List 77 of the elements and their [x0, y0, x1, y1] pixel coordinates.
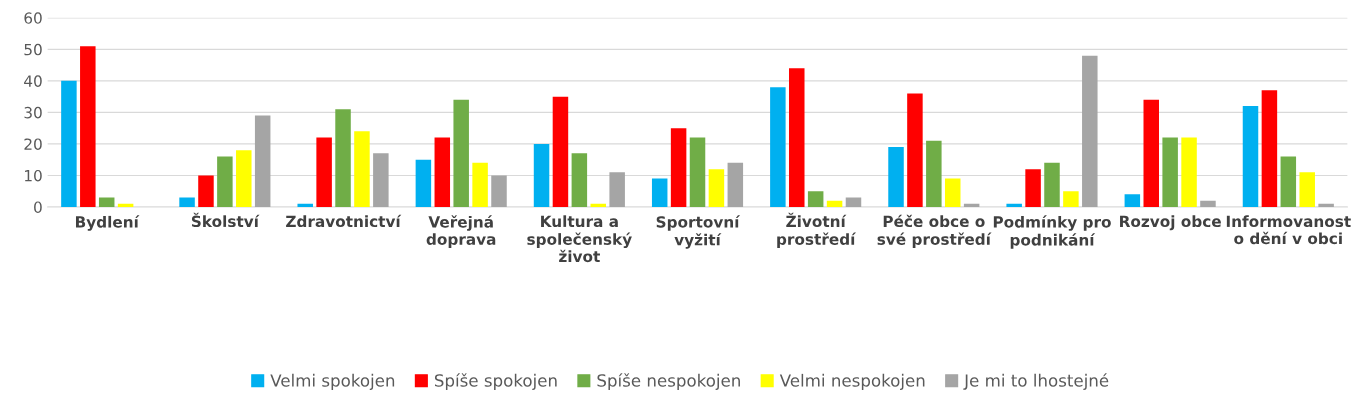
bar — [689, 137, 706, 207]
bar — [1318, 203, 1334, 207]
x-tick-label: Informovanost o dění v obci — [1226, 215, 1351, 245]
y-tick-label: 60 — [24, 12, 42, 24]
bar — [1143, 99, 1159, 207]
bar — [373, 153, 389, 207]
bar — [888, 147, 904, 207]
bar — [552, 96, 569, 207]
legend-label: Velmi nespokojen — [779, 373, 925, 390]
legend-label: Velmi spokojen — [270, 373, 395, 390]
x-tick-label: Péče obce o své prostředí — [877, 214, 992, 248]
x-tick-label: Rozvoj obce — [1120, 215, 1221, 231]
bar — [335, 109, 351, 207]
bar — [1299, 172, 1315, 207]
bar — [571, 153, 588, 207]
bar — [1162, 137, 1178, 207]
bar — [727, 162, 744, 207]
bar — [472, 162, 488, 207]
bar — [1200, 200, 1216, 207]
bar — [254, 115, 271, 207]
bar — [963, 203, 980, 207]
x-tick-label: Podmínky pro podnikání — [993, 215, 1111, 249]
bar — [1063, 191, 1079, 207]
bar — [236, 150, 252, 207]
bar — [1242, 106, 1259, 207]
bar — [590, 203, 607, 207]
bar — [316, 137, 332, 207]
bar — [845, 197, 862, 207]
y-tick-label: 0 — [34, 201, 42, 213]
bar — [491, 175, 507, 207]
y-tick-label: 40 — [24, 75, 42, 87]
bar — [61, 80, 77, 207]
bar — [453, 99, 469, 207]
bar — [1025, 169, 1041, 207]
bar — [533, 143, 550, 207]
bar — [1181, 137, 1197, 207]
bar — [770, 87, 786, 207]
bar — [415, 159, 432, 207]
bar — [807, 191, 824, 207]
bar — [651, 178, 668, 207]
bar — [1006, 203, 1022, 207]
legend-label: Spíše nespokojen — [597, 373, 740, 390]
bar — [1280, 156, 1297, 207]
y-tick-label: 10 — [25, 169, 42, 182]
bar — [926, 140, 942, 207]
bar — [1082, 55, 1098, 207]
y-tick-label: 30 — [24, 106, 42, 119]
bar — [670, 128, 687, 207]
bar — [789, 68, 805, 207]
bar — [1044, 162, 1060, 207]
bar — [217, 156, 233, 207]
legend-label: Spíše spokojen — [434, 373, 557, 390]
bar — [80, 46, 96, 207]
y-tick-label: 50 — [24, 43, 42, 56]
bar — [179, 197, 195, 207]
bar — [609, 172, 625, 207]
bar — [708, 169, 725, 207]
bar — [198, 175, 214, 207]
legend-label: Je mi to lhostejné — [963, 373, 1109, 390]
bar — [944, 178, 961, 207]
x-tick-label: Kultura a společenský život — [527, 215, 632, 263]
x-tick-label: Zdravotnictví — [286, 214, 402, 228]
x-tick-label: Bydlení — [75, 215, 140, 231]
bar — [826, 200, 843, 207]
bar — [117, 203, 134, 207]
bar — [1124, 194, 1141, 207]
bar — [354, 131, 370, 207]
y-tick-label: 20 — [24, 138, 42, 150]
bar — [434, 137, 451, 207]
bar — [907, 93, 923, 207]
x-tick-label: Školství — [191, 212, 260, 228]
x-tick-label: Sportovní vyžití — [656, 215, 741, 249]
x-tick-label: Životní prostředí — [777, 212, 857, 248]
bar — [1261, 90, 1278, 207]
bar — [98, 197, 115, 207]
x-tick-label: Veřejná doprava — [426, 215, 496, 248]
bar — [297, 203, 313, 207]
